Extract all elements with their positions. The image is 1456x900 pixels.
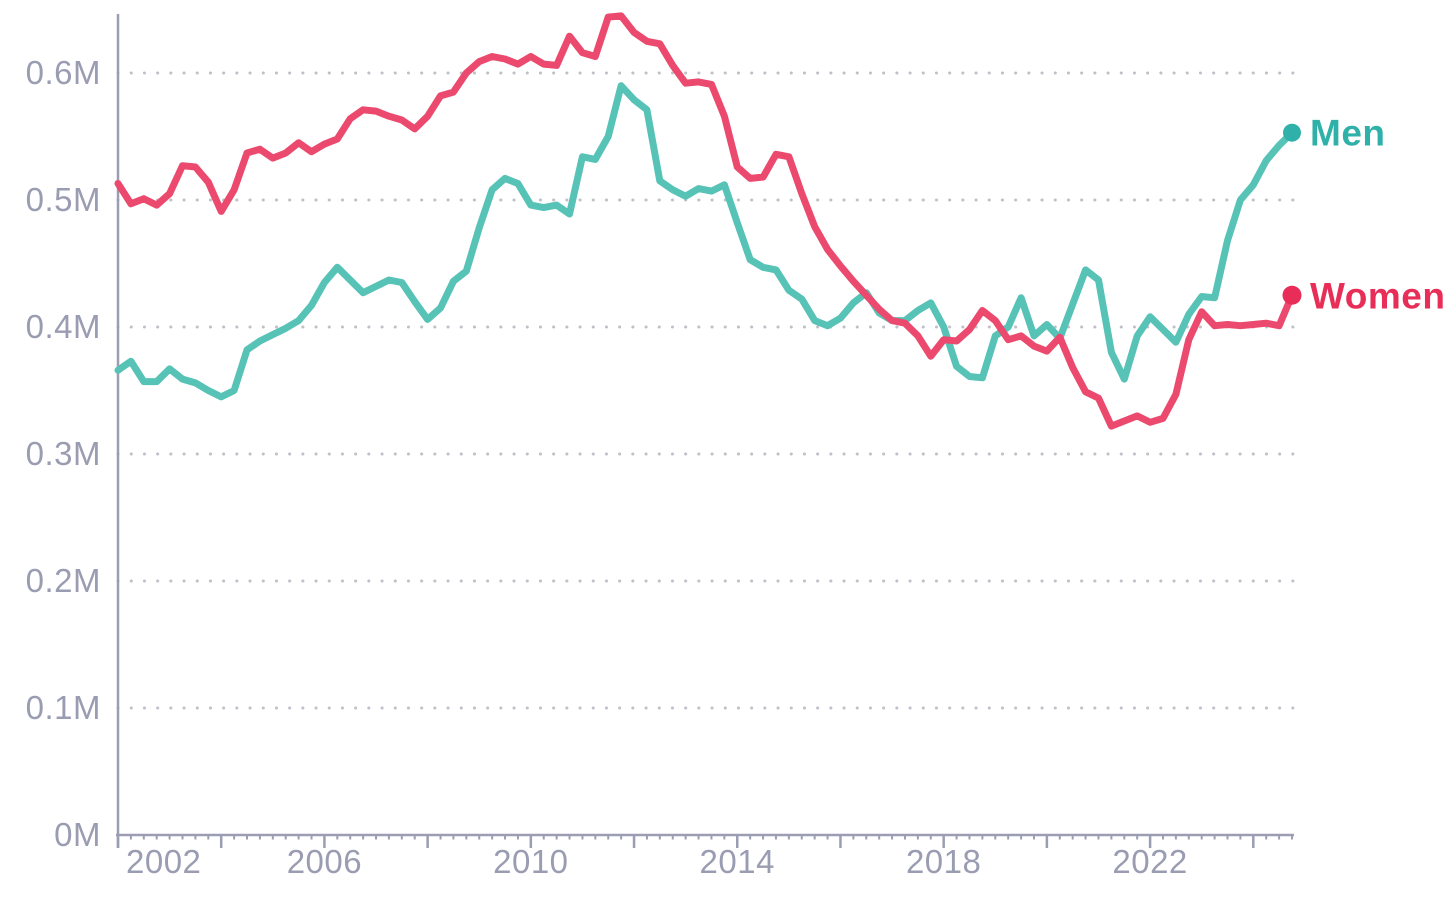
legend: Men Women bbox=[1282, 113, 1445, 316]
y-tick-label: 0.4M bbox=[26, 308, 101, 345]
y-tick-label: 0.6M bbox=[26, 54, 101, 91]
x-tick-label: 2018 bbox=[906, 843, 981, 880]
data-series bbox=[114, 12, 1296, 430]
gridlines bbox=[116, 71, 1298, 710]
y-tick-label: 0.2M bbox=[26, 562, 101, 599]
men-series-label: Men bbox=[1310, 113, 1386, 154]
x-tick-label: 2022 bbox=[1112, 843, 1187, 880]
x-tick-label: 2010 bbox=[493, 843, 568, 880]
axes bbox=[116, 14, 1294, 848]
x-tick-label: 2014 bbox=[700, 843, 775, 880]
y-axis-labels: 0M 0.1M 0.2M 0.3M 0.4M 0.5M 0.6M bbox=[26, 54, 101, 853]
women-series-label: Women bbox=[1310, 275, 1445, 316]
women-endpoint-dot bbox=[1282, 285, 1302, 305]
men-endpoint-dot bbox=[1283, 123, 1301, 142]
y-tick-label: 0.3M bbox=[26, 435, 101, 472]
x-tick-label: 2006 bbox=[287, 843, 362, 880]
x-axis-labels: 2002 2006 2010 2014 2018 2022 bbox=[126, 843, 1187, 880]
y-tick-label: 0.5M bbox=[26, 181, 101, 218]
y-tick-label: 0M bbox=[54, 816, 101, 853]
x-tick-label: 2002 bbox=[126, 843, 201, 880]
women-line bbox=[114, 12, 1296, 430]
men-line bbox=[114, 82, 1296, 401]
y-tick-label: 0.1M bbox=[26, 689, 101, 726]
